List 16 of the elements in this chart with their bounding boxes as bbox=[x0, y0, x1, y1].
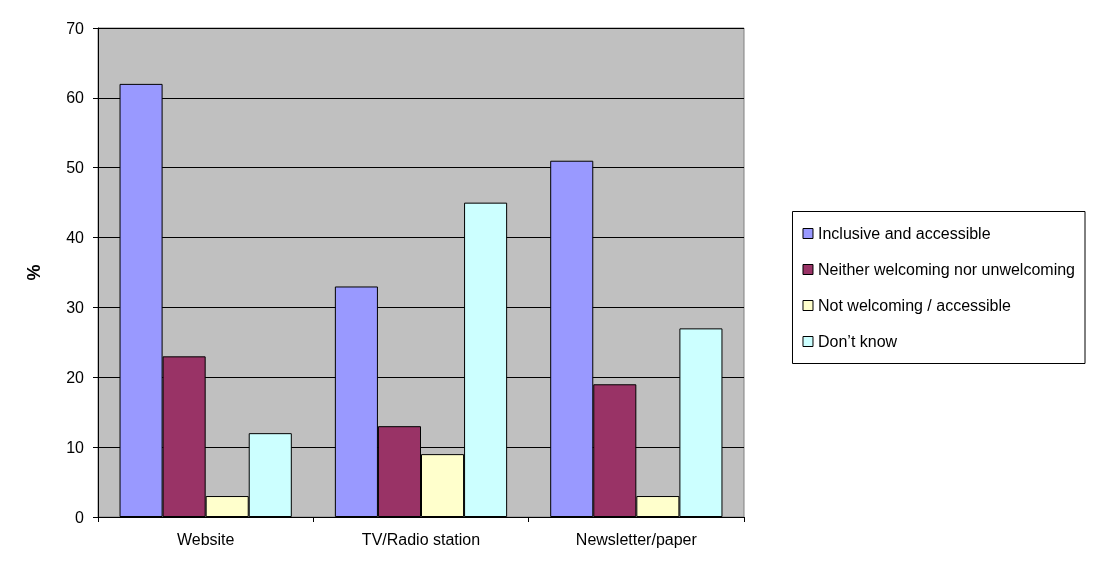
y-tick-label: 30 bbox=[66, 298, 85, 316]
y-tick-label: 60 bbox=[66, 89, 85, 107]
y-tick-label: 50 bbox=[66, 159, 85, 177]
y-tick-label: 0 bbox=[75, 508, 85, 526]
y-tick-label: 20 bbox=[66, 368, 85, 386]
x-tick-label: Newsletter/paper bbox=[575, 530, 698, 548]
y-tick-label: 70 bbox=[66, 19, 85, 37]
x-tick-label: TV/Radio station bbox=[361, 530, 481, 548]
x-tick-label: Website bbox=[176, 530, 235, 548]
legend-label: Inclusive and accessible bbox=[817, 225, 991, 242]
y-tick-label: 10 bbox=[66, 438, 85, 456]
legend-label: Not welcoming / accessible bbox=[817, 297, 1012, 314]
legend-label: Don’t know bbox=[817, 333, 898, 350]
y-tick-label: 40 bbox=[66, 229, 85, 247]
legend-label: Neither welcoming nor unwelcoming bbox=[817, 261, 1076, 278]
y-axis-title: % bbox=[24, 264, 44, 281]
